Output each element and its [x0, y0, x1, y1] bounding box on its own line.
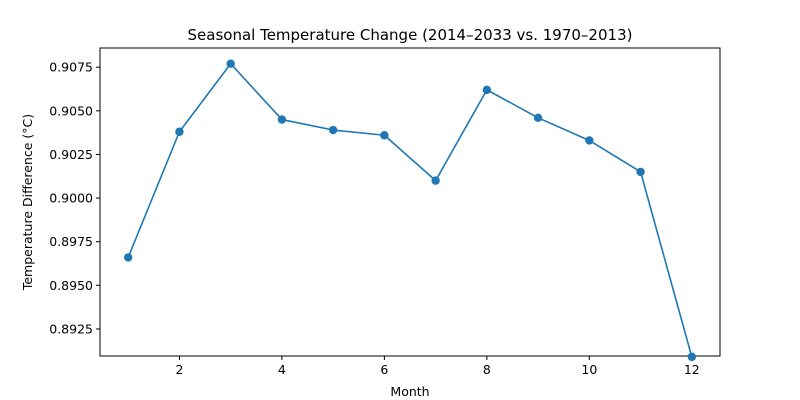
y-tick-label: 0.8925 [49, 321, 93, 336]
x-tick-label: 2 [175, 362, 183, 377]
data-point [687, 352, 697, 362]
x-tick-label: 6 [380, 362, 388, 377]
y-tick-label: 0.8950 [49, 278, 93, 293]
x-tick-label: 12 [684, 362, 700, 377]
y-axis: 0.8925 0.8950 0.8975 0.9000 0.9025 0.9050 0.90… [49, 60, 100, 336]
y-tick-label: 0.9025 [49, 147, 93, 162]
y-tick-label: 0.9000 [49, 191, 93, 206]
x-axis: 2 4 6 8 10 12 [175, 356, 700, 377]
x-tick-label: 4 [278, 362, 286, 377]
data-point [380, 131, 389, 140]
data-point [533, 113, 543, 123]
data-point [277, 115, 287, 124]
series-line [127, 62, 693, 358]
x-tick-label: 10 [581, 362, 597, 377]
y-tick-label: 0.9050 [49, 103, 93, 118]
x-axis-label: Month [390, 384, 429, 399]
y-tick-label: 0.8975 [49, 234, 93, 249]
series-layer [123, 59, 697, 362]
x-tick-label: 8 [483, 362, 491, 377]
plot-area [99, 47, 721, 357]
data-point [226, 59, 235, 68]
y-tick-label: 0.9075 [49, 60, 93, 75]
data-point [585, 136, 594, 145]
plot-frame [99, 47, 721, 357]
data-point [431, 176, 440, 185]
data-point [482, 85, 492, 95]
data-point [175, 127, 184, 136]
y-axis-label: Temperature Difference (°C) [20, 114, 35, 291]
chart-title: Seasonal Temperature Change (2014–2033 v… [188, 26, 633, 44]
data-point [123, 253, 133, 262]
data-point [328, 125, 338, 135]
data-point [636, 167, 645, 177]
